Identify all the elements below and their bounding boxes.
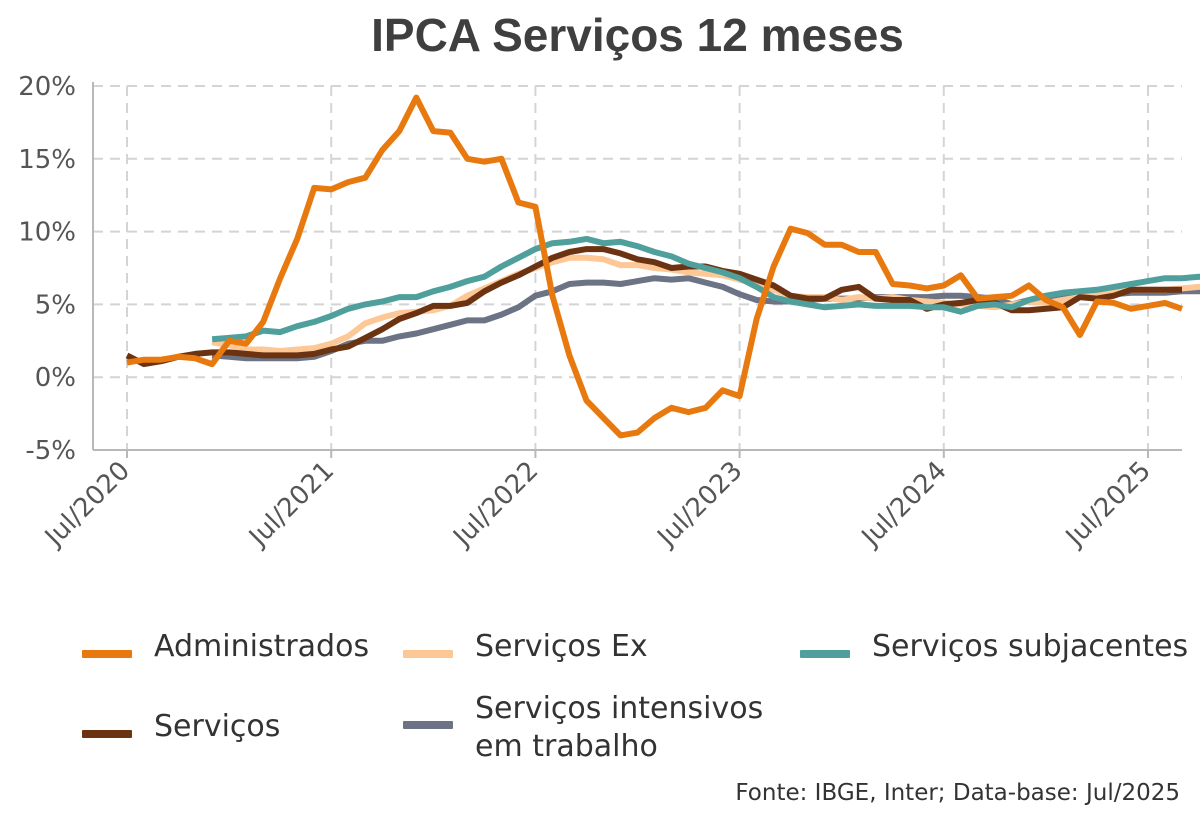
legend-item-servicos: Serviços (82, 708, 280, 746)
x-tick-label: Jul/2025 (1059, 456, 1157, 554)
y-tick-label: 20% (18, 72, 76, 102)
x-tick-label: Jul/2020 (38, 456, 136, 554)
legend-label-servicos-subjacentes: Serviços subjacentes (872, 629, 1189, 664)
chart-title: IPCA Serviços 12 meses (371, 9, 904, 61)
legend-label-administrados: Administrados (154, 629, 370, 664)
line-chart: -5% 0% 5% 10% 15% 20% Jul/2020 Jul/2021 Jul/2022… (18, 72, 1200, 554)
x-tick-label: Jul/2022 (447, 456, 545, 554)
legend: Administrados Serviços Ex Serviços subja… (0, 620, 1200, 780)
legend-item-servicos-intensivos: Serviços intensivos em trabalho (403, 690, 805, 766)
legend-item-servicos-subjacentes: Serviços subjacentes (800, 628, 1188, 666)
legend-item-administrados: Administrados (82, 628, 369, 666)
y-tick-label: -5% (25, 436, 76, 466)
x-tick-label: Jul/2023 (651, 456, 749, 554)
x-tick-label: Jul/2024 (855, 456, 953, 554)
y-tick-label: 0% (35, 363, 76, 393)
legend-swatch-servicos-intensivos (403, 721, 453, 729)
legend-swatch-servicos-subjacentes (800, 650, 850, 658)
legend-label-servicos-ex: Serviços Ex (475, 629, 648, 664)
legend-label-servicos: Serviços (154, 709, 281, 744)
legend-swatch-administrados (82, 650, 132, 658)
y-tick-label: 15% (18, 145, 76, 175)
x-tick-label: Jul/2021 (242, 456, 340, 554)
axis-layer (92, 82, 1182, 458)
legend-item-servicos-ex: Serviços Ex (403, 628, 648, 666)
y-tick-label: 5% (35, 290, 76, 320)
legend-swatch-servicos (82, 730, 132, 738)
series-line-servicos-intensivos-em-trabalho (211, 275, 1200, 362)
source-note: Fonte: IBGE, Inter; Data-base: Jul/2025 (735, 780, 1180, 806)
series-line-servicos-subjacentes (211, 235, 1200, 343)
y-tick-label: 10% (18, 218, 76, 248)
series-layer (125, 94, 1200, 439)
legend-label-servicos-intensivos: Serviços intensivos em trabalho (475, 691, 764, 764)
legend-swatch-servicos-ex (403, 650, 453, 658)
series-line-administrados (126, 94, 1183, 439)
tick-layer: -5% 0% 5% 10% 15% 20% Jul/2020 Jul/2021 Jul/2022… (18, 72, 1157, 554)
